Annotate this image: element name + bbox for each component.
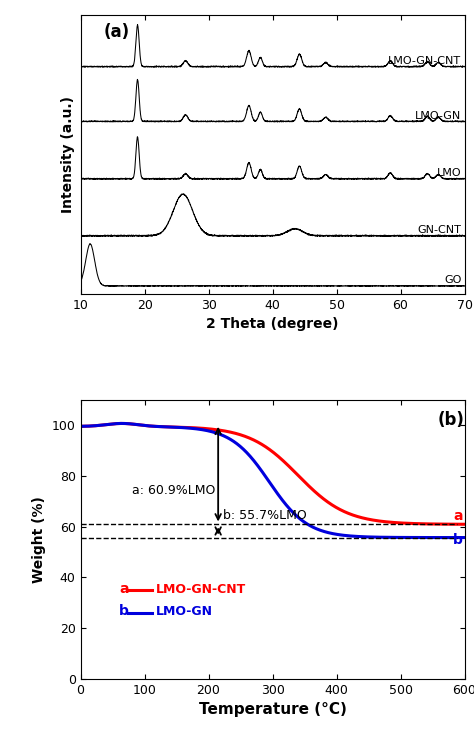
Text: LMO-GN-CNT: LMO-GN-CNT — [155, 583, 246, 596]
Text: b: b — [119, 604, 129, 618]
Text: a: 60.9%LMO: a: 60.9%LMO — [132, 484, 215, 496]
Text: LMO-GN: LMO-GN — [155, 605, 212, 618]
Text: GN-CNT: GN-CNT — [418, 225, 461, 235]
Text: a: a — [453, 510, 463, 523]
Text: (b): (b) — [438, 411, 465, 429]
X-axis label: 2 Theta (degree): 2 Theta (degree) — [206, 317, 339, 331]
Text: b: b — [453, 533, 463, 547]
Text: LMO-GN: LMO-GN — [415, 110, 461, 120]
Y-axis label: Intensity (a.u.): Intensity (a.u.) — [61, 96, 75, 212]
Text: GO: GO — [444, 275, 461, 285]
Text: LMO: LMO — [437, 168, 461, 178]
X-axis label: Temperature (°C): Temperature (°C) — [199, 702, 346, 718]
Text: a: a — [119, 582, 128, 596]
Text: b: 55.7%LMO: b: 55.7%LMO — [223, 509, 306, 522]
Y-axis label: Weight (%): Weight (%) — [32, 496, 46, 583]
Text: (a): (a) — [104, 23, 130, 41]
Text: LMO-GN-CNT: LMO-GN-CNT — [388, 55, 461, 66]
